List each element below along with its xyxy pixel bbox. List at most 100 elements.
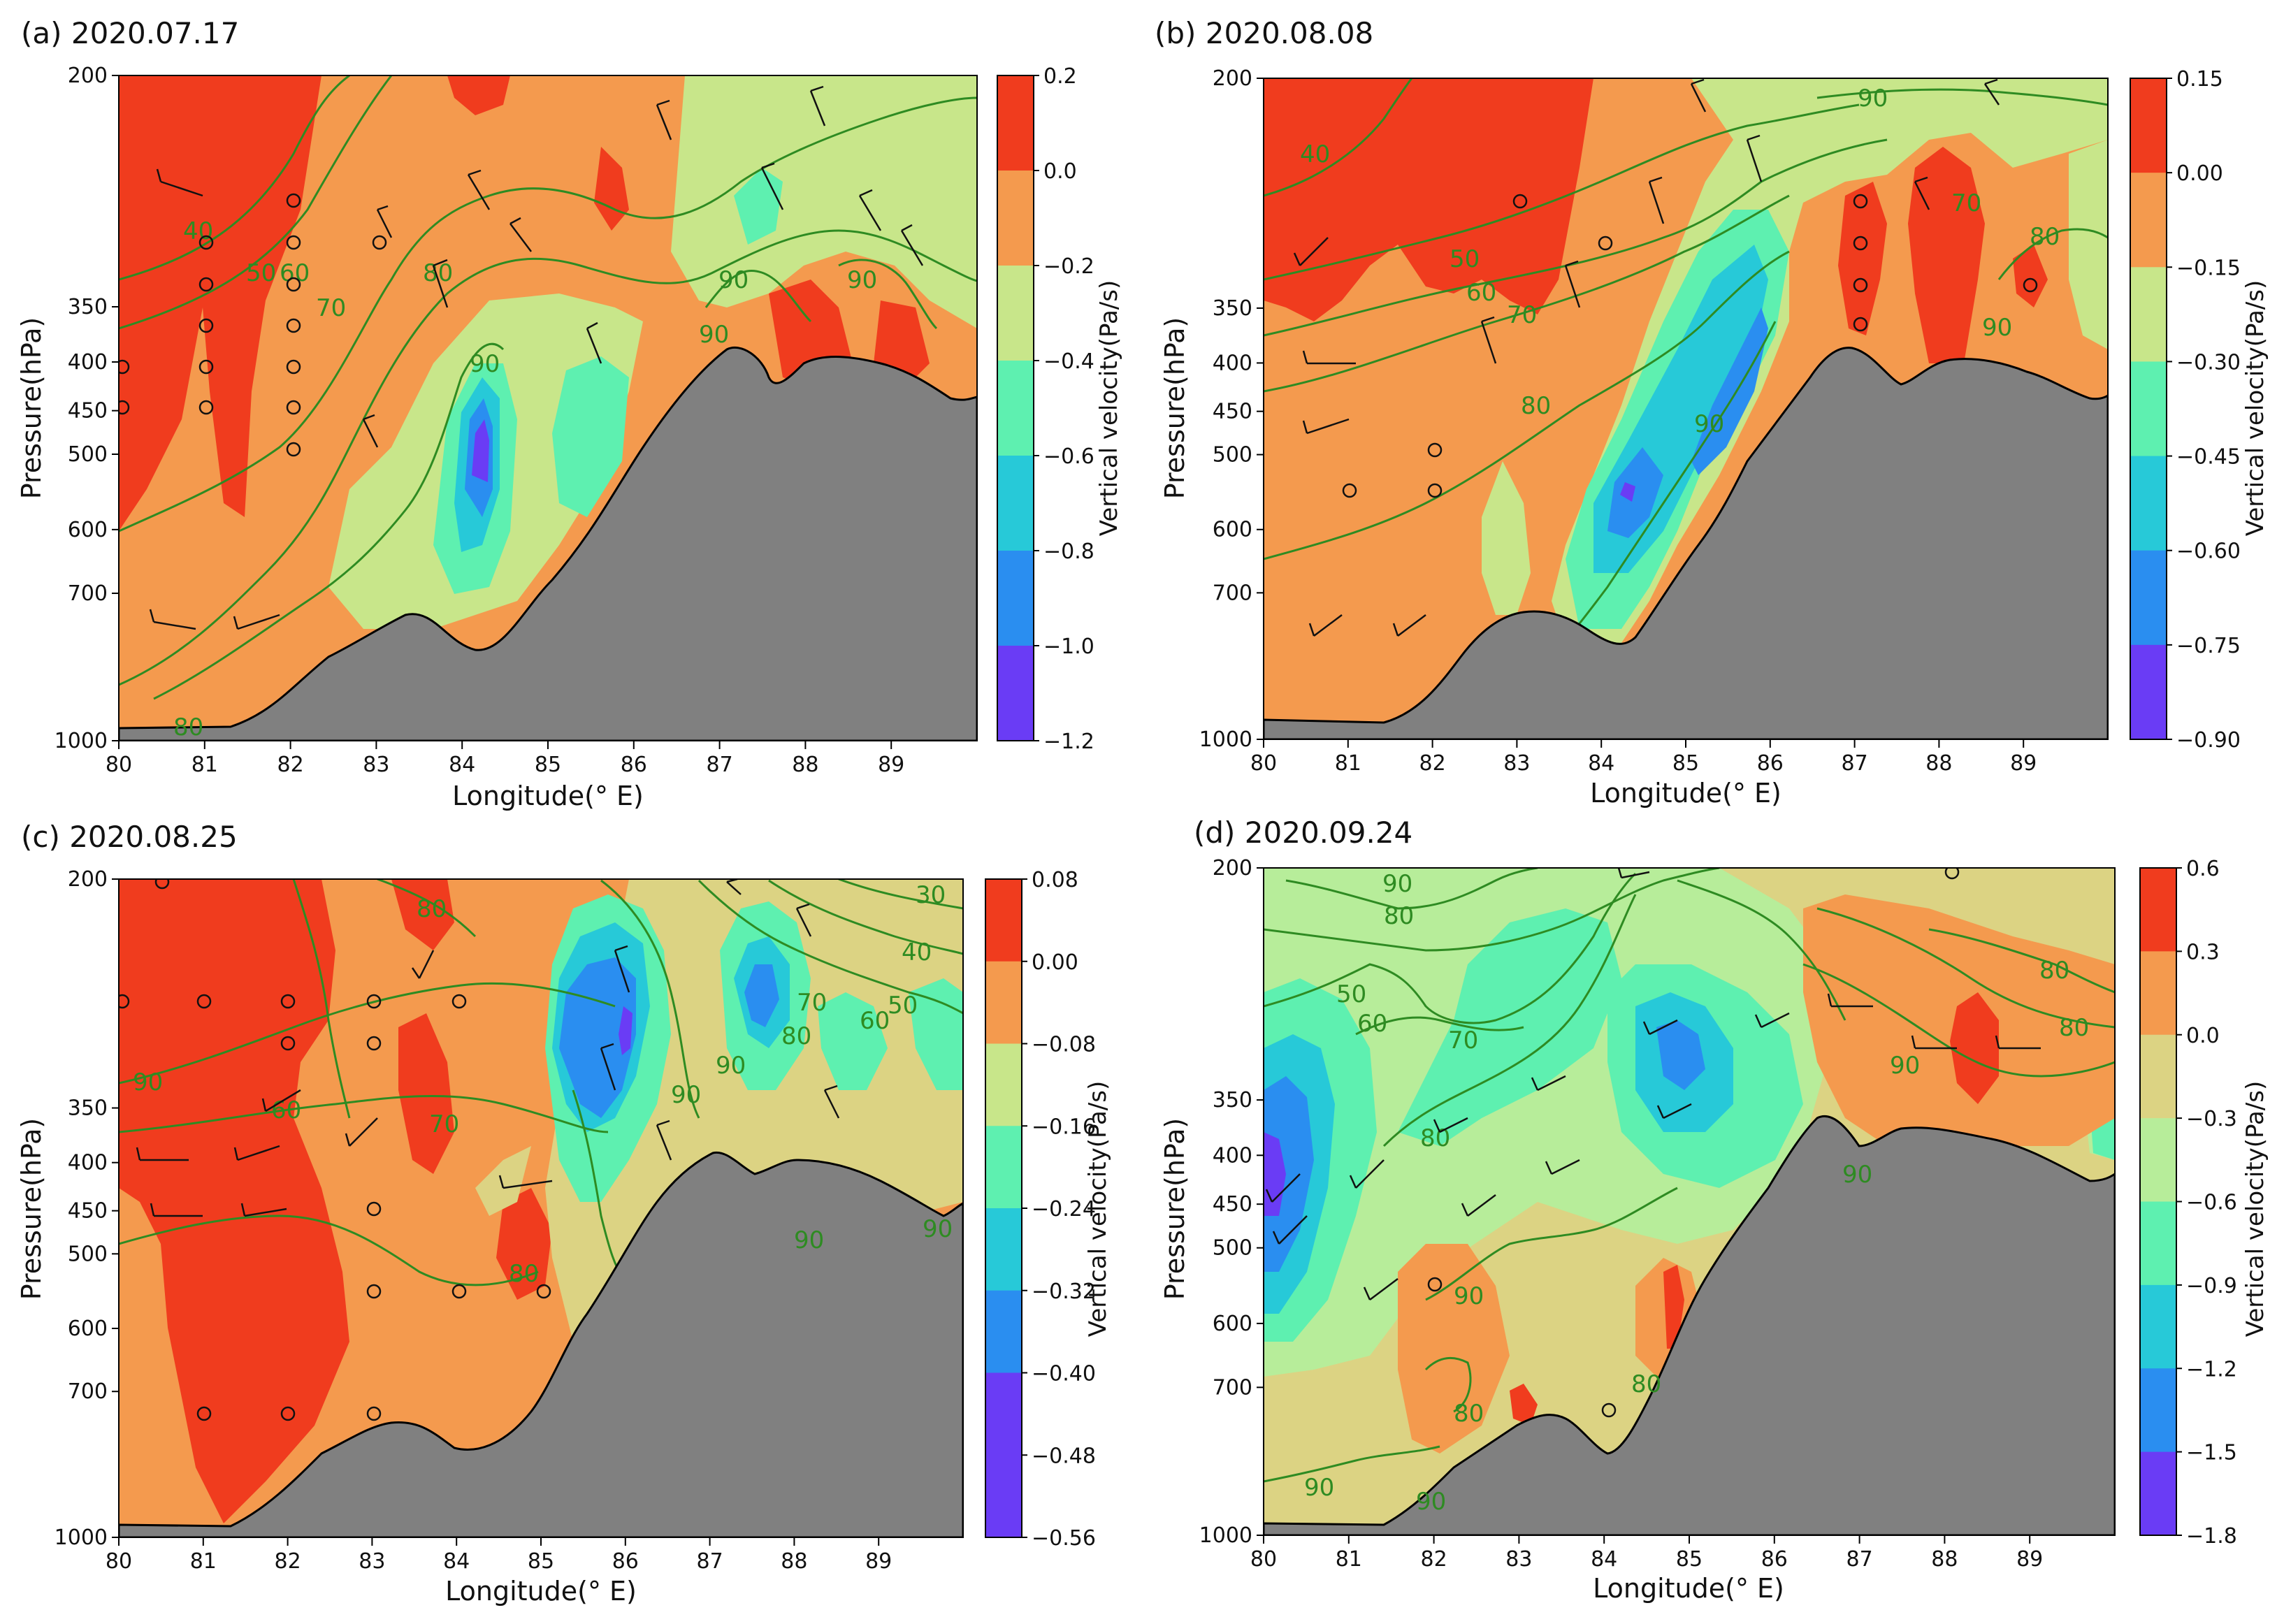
calm-marker (1944, 868, 1960, 880)
colorbar-band (2130, 456, 2167, 551)
panel-b-contour-label: 40 (1300, 140, 1330, 168)
panel-b-contour-line (1264, 250, 1790, 560)
calm-marker (286, 318, 301, 333)
colorbar-tick-label: 0.6 (2186, 857, 2220, 881)
panel-b-contour-line (1816, 88, 2108, 106)
panel-d-contour-label: 60 (1357, 1010, 1387, 1038)
y-tick-label: 200 (1213, 856, 1252, 880)
x-tick-label: 85 (528, 1549, 554, 1574)
wind-barb (1293, 237, 1329, 266)
colorbar-tick-label: −0.45 (2176, 445, 2241, 470)
calm-marker (280, 1036, 296, 1051)
calm-marker (196, 1406, 212, 1421)
panel-a-contour-label: 90 (718, 266, 749, 294)
panel-b-contour-label: 70 (1951, 189, 1981, 217)
panel-b-contour-label: 90 (1694, 410, 1724, 438)
wind-barb (136, 1147, 189, 1161)
wind-barb (149, 609, 196, 630)
panel-c-ylabel: Pressure(hPa) (16, 1118, 47, 1300)
panel-b: (b) 2020.08.08 (1155, 16, 2269, 809)
y-tick-label: 500 (1213, 443, 1252, 467)
colorbar-band (997, 361, 1034, 456)
panel-b-contour-line (1264, 138, 1888, 337)
panel-b-contour-label: 80 (1521, 392, 1551, 420)
panel-d-contour-line (1677, 879, 1846, 1021)
x-tick-label: 83 (1505, 1547, 1532, 1572)
wind-barb (1265, 1173, 1301, 1203)
panel-d-contour-line (1802, 963, 2115, 1078)
panel-d-xlabel: Longitude(° E) (1593, 1573, 1784, 1604)
calm-marker (119, 359, 130, 375)
colorbar-band (997, 646, 1034, 741)
colorbar-tick-label: −0.56 (1032, 1526, 1096, 1551)
y-tick-label: 350 (68, 1096, 108, 1121)
wind-barb (233, 614, 280, 630)
x-tick-label: 89 (878, 753, 904, 777)
panel-d-contour-line (1285, 868, 1538, 910)
x-tick-label: 81 (191, 753, 218, 777)
panel-c-contour-label: 80 (781, 1022, 811, 1050)
panel-c-plot: 80 90 60 70 80 90 90 80 70 60 50 40 30 9… (119, 879, 963, 1537)
panel-c-contour-label: 60 (860, 1007, 890, 1035)
wind-barb (1302, 418, 1350, 435)
wind-barb (600, 1043, 616, 1091)
wind-barb (1754, 1012, 1790, 1029)
panel-b-title: (b) 2020.08.08 (1155, 16, 1373, 50)
calm-marker (286, 235, 301, 250)
calm-marker (1598, 235, 1613, 251)
x-tick-label: 81 (1336, 1547, 1362, 1572)
panel-a-contour-labels: 40 50 60 70 80 90 90 90 80 90 (173, 217, 877, 741)
colorbar-band (2140, 1201, 2176, 1286)
calm-marker (286, 193, 301, 208)
y-tick-label: 1000 (55, 729, 108, 753)
calm-marker (198, 359, 214, 375)
panel-d-region-neg-12b (1656, 1020, 1705, 1090)
panel-d-contour-label: 80 (2039, 957, 2069, 985)
panel-a-region-positive-2 (447, 75, 510, 115)
panel-c-contour-label: 90 (133, 1068, 163, 1096)
panel-d-wind-barbs (1265, 868, 2041, 1300)
panel-d-region-pos-03b (1663, 1265, 1684, 1349)
y-tick-label: 200 (68, 867, 108, 892)
panel-b-plot: 40 50 60 70 80 90 90 70 80 90 (1264, 78, 2108, 739)
calm-marker (366, 1406, 382, 1421)
calm-marker (196, 994, 212, 1009)
panel-d-axes: 80 81 82 83 84 85 86 87 88 89 200 350 400 450 500 600 70… (1199, 856, 2044, 1572)
x-tick-label: 80 (1250, 751, 1277, 776)
calm-marker (366, 1284, 382, 1299)
panel-a-region-neg-04b (552, 356, 629, 517)
y-tick-label: 500 (68, 442, 108, 467)
panel-a-contour-label: 90 (699, 321, 729, 349)
colorbar-tick-label: −0.6 (1043, 444, 1094, 469)
panel-d-contour-line (1355, 1016, 1524, 1036)
panel-d-contour-line (1928, 928, 2115, 994)
panel-a-title: (a) 2020.07.17 (21, 16, 239, 50)
panel-c-region-positive-3 (398, 1013, 454, 1174)
colorbar-tick-label: 0.00 (2176, 161, 2223, 186)
calm-marker (1853, 194, 1868, 209)
colorbar-band (2130, 267, 2167, 362)
panel-b-region-neg-015 (1552, 78, 2108, 657)
panel-d-contour-label: 90 (1842, 1161, 1872, 1189)
wind-barb (432, 259, 449, 308)
panel-d-contour-label: 70 (1448, 1027, 1478, 1054)
calm-marker (280, 1406, 296, 1421)
panel-a-contour-label: 90 (847, 266, 877, 294)
colorbar-band (997, 551, 1034, 646)
colorbar-band (2140, 1284, 2176, 1369)
panel-c-colorbar: 0.08 0.00 −0.08 −0.16 −0.24 −0.32 −0.40 −0.48 −0… (985, 868, 1096, 1551)
wind-barb (1827, 993, 1873, 1008)
panel-c-contour-line (119, 1215, 539, 1286)
panel-c-contour-line (838, 879, 963, 910)
colorbar-band (985, 1372, 1022, 1456)
panel-d-contour-line (1382, 894, 1637, 1147)
x-tick-label: 88 (781, 1549, 807, 1574)
y-tick-label: 600 (68, 518, 108, 542)
panel-a-xlabel: Longitude(° E) (452, 781, 644, 811)
x-tick-label: 80 (106, 1549, 132, 1574)
panel-c: (c) 2020.08.25 (16, 820, 1112, 1607)
calm-marker (2023, 277, 2038, 293)
wind-barb (1617, 868, 1650, 879)
colorbar-tick-label: −0.9 (2186, 1274, 2237, 1298)
panel-d-contour-label: 90 (1304, 1474, 1334, 1502)
